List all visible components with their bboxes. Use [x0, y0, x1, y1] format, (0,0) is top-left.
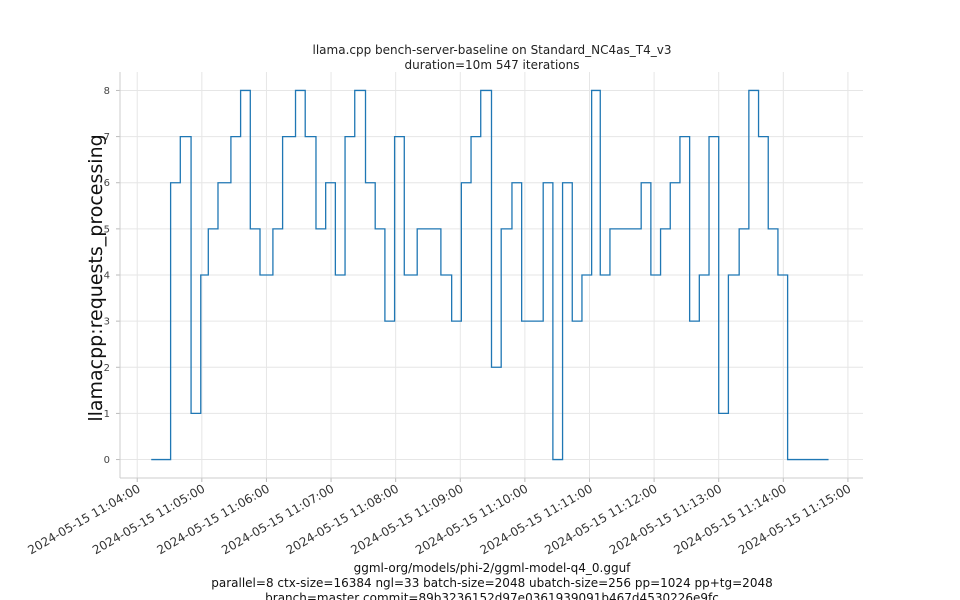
y-tick-label: 1 [104, 409, 110, 420]
chart-title-line-1: llama.cpp bench-server-baseline on Stand… [313, 43, 672, 57]
series-line [151, 89, 829, 461]
x-tick-label: 2024-05-15 11:12:00 [542, 481, 659, 557]
x-tick-label: 2024-05-15 11:10:00 [413, 481, 530, 557]
x-tick-label: 2024-05-15 11:09:00 [348, 481, 465, 557]
y-tick-label: 7 [104, 132, 110, 143]
x-tick-label: 2024-05-15 11:04:00 [25, 481, 142, 557]
footer-line-3: branch=master commit=89b3236152d97e03619… [265, 591, 719, 600]
y-tick-label: 5 [104, 224, 110, 235]
x-tick-label: 2024-05-15 11:15:00 [736, 481, 853, 557]
y-tick-label: 2 [104, 363, 110, 374]
x-tick-label: 2024-05-15 11:14:00 [671, 481, 788, 557]
x-tick-label: 2024-05-15 11:08:00 [284, 481, 401, 557]
x-tick-label: 2024-05-15 11:06:00 [155, 481, 272, 557]
footer-line-2: parallel=8 ctx-size=16384 ngl=33 batch-s… [211, 576, 772, 590]
y-tick-label: 6 [104, 178, 110, 189]
y-tick-label: 0 [104, 455, 110, 466]
footer-line-1: ggml-org/models/phi-2/ggml-model-q4_0.gg… [354, 561, 632, 575]
x-tick-label: 2024-05-15 11:13:00 [607, 481, 724, 557]
x-tick-label: 2024-05-15 11:11:00 [478, 481, 595, 557]
chart-title-line-2: duration=10m 547 iterations [405, 58, 580, 72]
x-tick-label: 2024-05-15 11:07:00 [219, 481, 336, 557]
y-tick-label: 3 [104, 317, 110, 328]
x-tick-label: 2024-05-15 11:05:00 [90, 481, 207, 557]
y-tick-label: 8 [104, 86, 110, 97]
y-axis-label: llamacpp:requests_processing [85, 134, 107, 421]
y-tick-label: 4 [104, 271, 110, 282]
